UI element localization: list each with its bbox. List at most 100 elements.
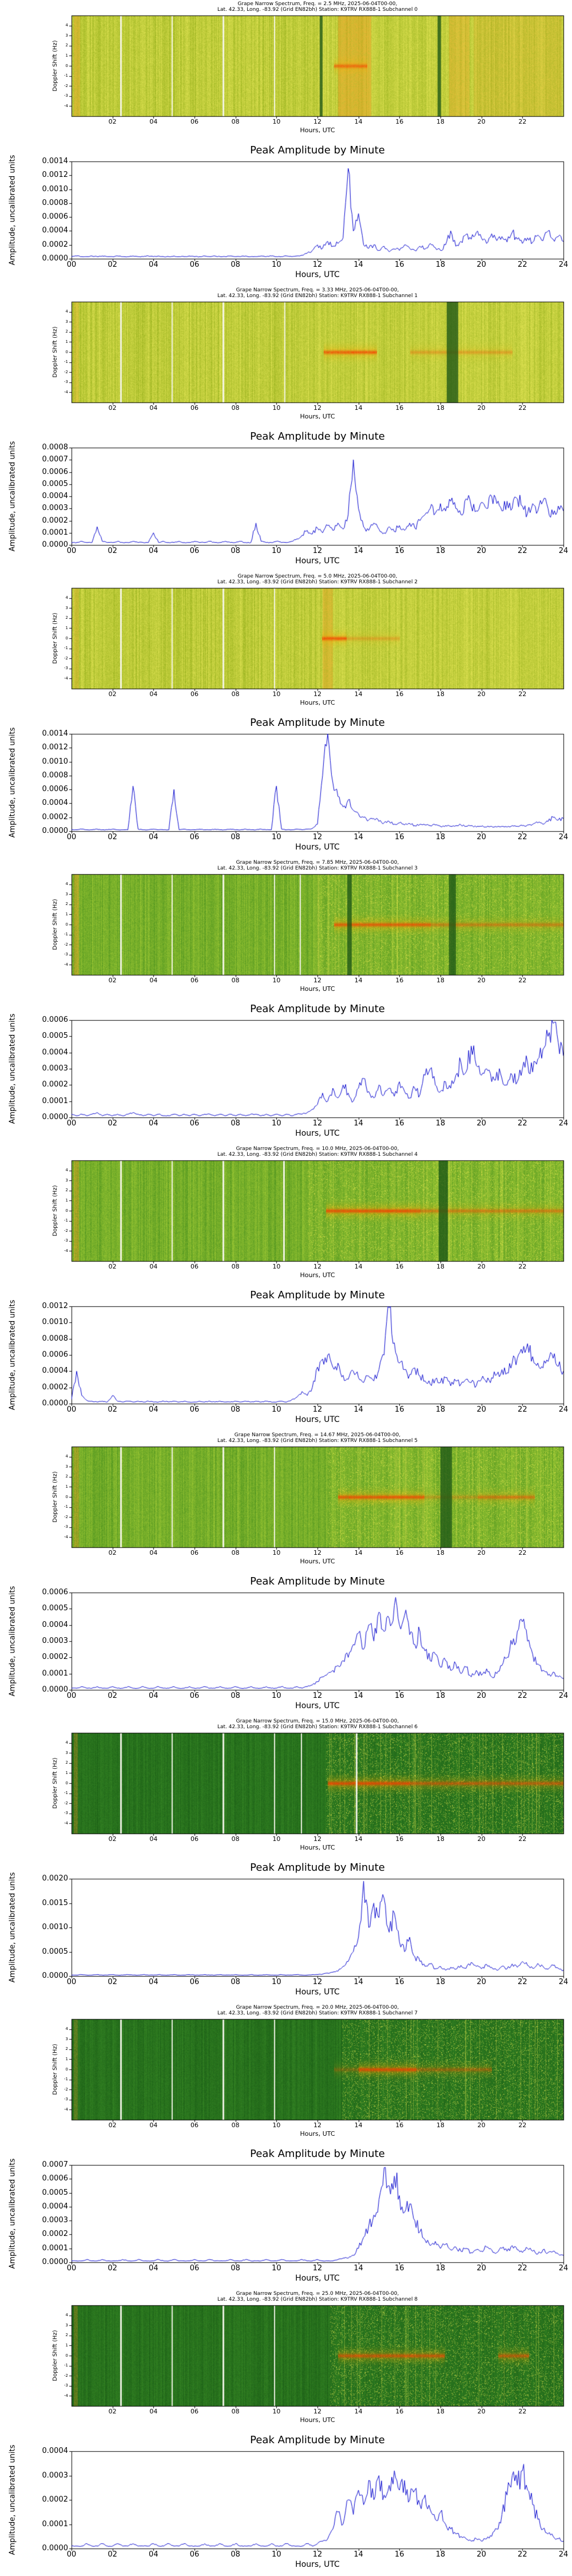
spectrogram-canvas [0, 2290, 572, 2433]
line-chart-y-tick-label: 0.0004 [42, 1366, 69, 1376]
spectrogram-x-tick-label: 14 [354, 404, 363, 412]
line-chart-x-tick-label: 12 [312, 1405, 323, 1414]
spectrogram-y-tick-label: 2 [65, 1474, 68, 1479]
spectrogram-y-tick-label: -4 [64, 2107, 68, 2112]
spectrogram-title-line1: Grape Narrow Spectrum, Freq. = 20.0 MHz,… [236, 2005, 399, 2010]
line-chart-x-tick-label: 12 [312, 547, 323, 555]
spectrogram-x-tick-label: 16 [395, 1549, 404, 1556]
line-chart-x-tick-label: 08 [231, 1119, 240, 1128]
spectrogram-y-tick-label: 2 [65, 329, 68, 334]
line-chart-y-tick-label: 0.0000 [42, 2544, 69, 2553]
line-chart-x-tick-label: 14 [353, 1692, 363, 1700]
spectrogram-y-tick-label: -3 [64, 1524, 68, 1530]
line-chart-title: Peak Amplitude by Minute [250, 717, 385, 729]
line-chart-x-tick-label: 22 [518, 833, 527, 841]
spectrogram-y-tick-label: -4 [64, 1248, 68, 1253]
spectrogram-canvas [0, 859, 572, 1002]
spectrogram-y-tick-label: -3 [64, 1811, 68, 1816]
spectrogram-x-tick-label: 14 [354, 1263, 363, 1270]
spectrogram-y-tick-label: 0 [65, 635, 68, 641]
spectrogram-x-tick-label: 18 [436, 404, 444, 412]
spectrogram-x-tick-label: 16 [395, 118, 404, 125]
line-chart-y-axis-label: Amplitude, uncalibrated units [8, 1013, 17, 1124]
line-chart-x-tick-label: 22 [518, 547, 527, 555]
spectrogram-title-line2: Lat. 42.33, Long. -83.92 (Grid EN82bh) S… [217, 579, 418, 585]
spectrogram-y-tick-label: 1 [65, 1770, 68, 1775]
line-chart-x-tick-label: 02 [108, 1119, 117, 1128]
spectrogram-x-tick-label: 18 [436, 1835, 444, 1843]
spectrogram-x-tick-label: 22 [518, 690, 527, 698]
spectrogram-y-tick-label: 3 [65, 319, 68, 324]
line-chart-x-tick-label: 16 [395, 2550, 404, 2559]
line-chart-x-tick-label: 02 [108, 1405, 117, 1414]
line-chart-x-tick-label: 06 [189, 2264, 200, 2273]
line-chart-x-tick-label: 06 [189, 833, 200, 841]
figure-peak-amplitude-subchannel-3: Peak Amplitude by Minute Amplitude, uncal… [0, 1002, 572, 1145]
spectrogram-title-line1: Grape Narrow Spectrum, Freq. = 10.0 MHz,… [236, 1146, 399, 1152]
spectrogram-x-tick-label: 12 [313, 1263, 321, 1270]
spectrogram-title-line2: Lat. 42.33, Long. -83.92 (Grid EN82bh) S… [217, 1724, 418, 1730]
line-chart-y-tick-label: 0.0004 [42, 2202, 69, 2211]
spectrogram-x-tick-label: 06 [190, 1549, 198, 1556]
spectrogram-title-line2: Lat. 42.33, Long. -83.92 (Grid EN82bh) S… [217, 1438, 418, 1444]
line-chart-x-tick-label: 18 [435, 1692, 446, 1700]
line-chart-y-tick-label: 0.0000 [42, 254, 69, 263]
line-chart-title: Peak Amplitude by Minute [250, 1575, 385, 1587]
line-chart-y-tick-label: 0.0001 [42, 2243, 69, 2253]
spectrogram-y-tick-label: -2 [64, 655, 68, 661]
line-chart-x-tick-label: 24 [558, 1405, 569, 1414]
spectrogram-x-tick-label: 14 [354, 1835, 363, 1843]
spectrogram-x-tick-label: 14 [354, 118, 363, 125]
line-chart-y-tick-label: 0.0005 [42, 1604, 69, 1613]
line-plot-canvas [0, 2433, 572, 2576]
spectrogram-title-line2: Lat. 42.33, Long. -83.92 (Grid EN82bh) S… [217, 7, 418, 13]
spectrogram-x-axis-label: Hours, UTC [300, 699, 335, 706]
spectrogram-x-tick-label: 20 [477, 1835, 486, 1843]
line-chart-y-tick-label: 0.0000 [42, 1113, 69, 1121]
spectrogram-x-tick-label: 10 [272, 404, 281, 412]
line-chart-x-tick-label: 00 [66, 833, 77, 841]
line-chart-x-tick-label: 08 [231, 547, 240, 555]
spectrogram-y-tick-label: 3 [65, 2036, 68, 2041]
spectrogram-y-tick-label: -2 [64, 1514, 68, 1519]
line-chart-y-tick-label: 0.0002 [42, 240, 69, 249]
line-chart-x-tick-label: 10 [272, 1692, 281, 1700]
spectrogram-x-tick-label: 20 [477, 1263, 486, 1270]
spectrogram-canvas [0, 572, 572, 716]
line-chart-x-tick-label: 08 [231, 833, 240, 841]
line-chart-y-tick-label: 0.0006 [42, 212, 69, 222]
line-chart-x-tick-label: 14 [353, 2264, 363, 2273]
figure-peak-amplitude-subchannel-0: Peak Amplitude by Minute Amplitude, uncal… [0, 143, 572, 286]
line-chart-title: Peak Amplitude by Minute [250, 1289, 385, 1301]
spectrogram-title-line1: Grape Narrow Spectrum, Freq. = 7.85 MHz,… [236, 860, 399, 866]
spectrogram-y-tick-label: 2 [65, 902, 68, 907]
line-chart-x-tick-label: 16 [395, 2264, 404, 2273]
spectrogram-y-tick-label: 4 [65, 309, 68, 314]
line-chart-y-tick-label: 0.0008 [42, 198, 69, 207]
spectrogram-x-tick-label: 06 [190, 2408, 198, 2415]
line-chart-x-tick-label: 02 [108, 2264, 117, 2273]
spectrogram-x-tick-label: 06 [190, 2121, 198, 2129]
spectrogram-x-tick-label: 14 [354, 1549, 363, 1556]
line-chart-x-tick-label: 16 [395, 1978, 404, 1986]
spectrogram-title-line1: Grape Narrow Spectrum, Freq. = 15.0 MHz,… [236, 1718, 399, 1724]
line-chart-y-tick-label: 0.0000 [42, 2258, 69, 2266]
spectrogram-x-axis-label: Hours, UTC [300, 1271, 335, 1279]
line-chart-x-tick-label: 20 [476, 547, 486, 555]
spectrogram-x-tick-label: 22 [518, 1835, 527, 1843]
spectrogram-title-line1: Grape Narrow Spectrum, Freq. = 14.67 MHz… [234, 1432, 401, 1438]
line-chart-y-axis-label: Amplitude, uncalibrated units [8, 1872, 17, 1983]
figure-peak-amplitude-subchannel-1: Peak Amplitude by Minute Amplitude, uncal… [0, 429, 572, 572]
spectrogram-y-tick-label: 1 [65, 1198, 68, 1203]
spectrogram-x-axis-label: Hours, UTC [300, 2416, 335, 2424]
line-chart-x-tick-label: 20 [476, 833, 486, 841]
spectrogram-x-tick-label: 12 [313, 118, 321, 125]
line-chart-x-tick-label: 24 [558, 2550, 569, 2559]
line-chart-y-tick-label: 0.0001 [42, 1669, 69, 1678]
spectrogram-y-tick-label: -2 [64, 369, 68, 374]
line-chart-y-axis-label: Amplitude, uncalibrated units [8, 2158, 17, 2269]
spectrogram-y-tick-label: -3 [64, 93, 68, 98]
figure-peak-amplitude-subchannel-4: Peak Amplitude by Minute Amplitude, uncal… [0, 1288, 572, 1431]
line-chart-y-tick-label: 0.0015 [42, 1898, 69, 1907]
line-chart-y-tick-label: 0.0002 [42, 1080, 69, 1089]
